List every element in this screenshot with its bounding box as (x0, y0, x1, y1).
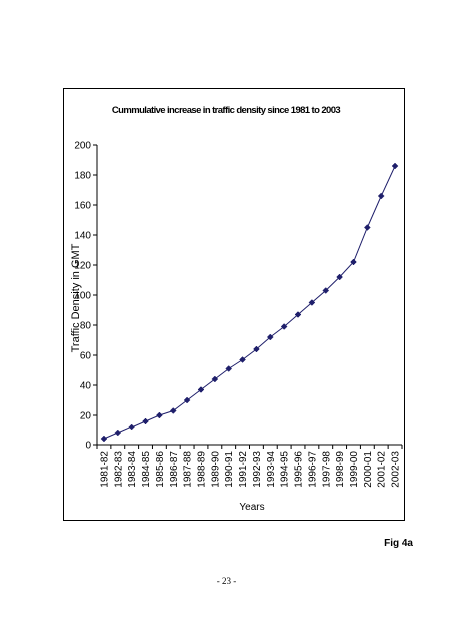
data-point (128, 423, 136, 431)
x-tick-label: 2001-02 (377, 451, 388, 488)
series-line (103, 165, 396, 440)
data-point (225, 365, 233, 372)
x-tick-label: 1986-87 (169, 451, 180, 488)
data-point (391, 162, 399, 170)
x-tick-label: 1995-96 (294, 451, 305, 488)
chart-title: Cummulative increase in traffic density … (112, 105, 340, 116)
data-point (142, 417, 149, 425)
x-tick-label: 2000-01 (363, 451, 374, 488)
x-tick-label: 1990-91 (224, 451, 235, 488)
x-tick-label: 2002-03 (391, 451, 402, 488)
data-point (350, 258, 357, 266)
data-point (294, 311, 302, 318)
data-point (322, 287, 330, 294)
data-point (363, 224, 371, 231)
x-tick-label: 1993-94 (266, 451, 277, 488)
y-tick-label: 120 (74, 261, 91, 272)
y-tick-label: 80 (80, 321, 92, 332)
x-tick-label: 1985-86 (155, 451, 166, 488)
x-tick-label: 1987-88 (183, 451, 194, 488)
y-tick-label: 180 (74, 171, 91, 182)
data-point (280, 323, 288, 330)
y-tick-label: 100 (74, 291, 91, 302)
data-point (377, 192, 385, 200)
data-point (183, 396, 191, 404)
axes (96, 145, 402, 446)
data-point (211, 375, 219, 383)
figure-label: Fig 4a (384, 538, 413, 549)
data-point (197, 386, 205, 393)
y-tick-label: 160 (74, 201, 91, 212)
data-point (308, 299, 316, 306)
y-ticks: 0 20 40 60 80 100 120 140 160 180 200 (74, 141, 97, 452)
data-point (114, 429, 122, 437)
x-tick-label: 1989-90 (210, 451, 221, 488)
data-point (239, 356, 246, 363)
x-tick-label: 1998-99 (335, 451, 346, 488)
x-tick-label: 1992-93 (252, 451, 263, 488)
y-tick-label: 60 (80, 351, 92, 362)
x-tick-label: 1994-95 (280, 451, 291, 488)
data-point (253, 345, 260, 353)
y-tick-label: 40 (80, 381, 92, 392)
x-tick-label: 1981-82 (99, 451, 110, 488)
data-point (169, 407, 177, 414)
x-tick-label: 1982-83 (113, 451, 124, 488)
x-tick-label: 1984-85 (141, 451, 152, 488)
y-tick-label: 20 (80, 411, 92, 422)
series-group (100, 162, 399, 443)
data-point (156, 411, 163, 419)
page-number: - 23 - (216, 576, 237, 586)
y-tick-label: 140 (74, 231, 91, 242)
chart-frame (63, 88, 405, 521)
data-point (336, 273, 343, 281)
x-axis-label: Years (239, 502, 264, 513)
y-tick-label: 0 (85, 441, 91, 452)
x-tick-label: 1991-92 (238, 451, 249, 488)
y-axis-label: Traffic Density in GMT (70, 243, 82, 352)
x-tick-label: 1983-84 (127, 451, 138, 488)
data-point (266, 333, 274, 341)
data-point (100, 435, 108, 443)
x-tick-label: 1999-00 (349, 451, 360, 488)
y-tick-label: 200 (74, 141, 91, 152)
x-tick-label: 1996-97 (307, 451, 318, 488)
x-tick-label: 1997-98 (321, 451, 332, 488)
x-ticks: 1981-82 1982-83 1983-84 1984-85 1985-86 1986-… (96, 445, 403, 488)
x-tick-label: 1988-89 (196, 451, 207, 488)
